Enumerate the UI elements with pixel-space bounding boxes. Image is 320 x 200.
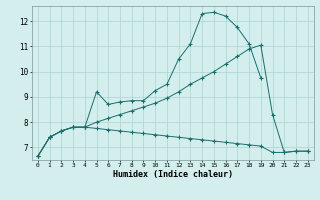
X-axis label: Humidex (Indice chaleur): Humidex (Indice chaleur) [113, 170, 233, 179]
